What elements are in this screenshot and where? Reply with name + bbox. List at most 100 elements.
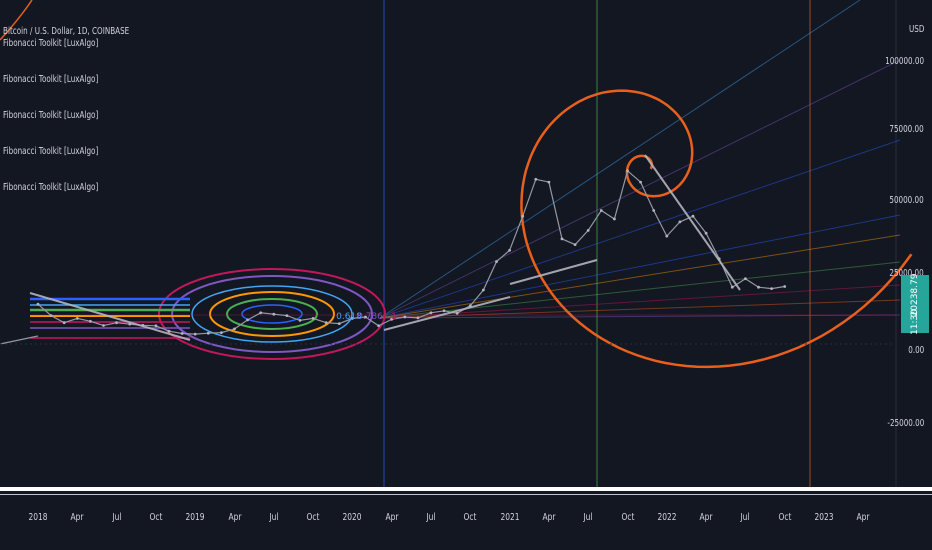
fib-circles: [158, 268, 386, 360]
price-point: [36, 302, 40, 306]
time-guides: [383, 0, 897, 487]
time-tick-label: 2019: [185, 512, 205, 523]
indicator-label[interactable]: Fibonacci Toolkit [LuxAlgo]: [3, 146, 99, 157]
fib-fan-line: [379, 214, 901, 319]
price-point: [364, 315, 367, 319]
time-tick-label: Oct: [306, 512, 320, 523]
price-point: [324, 321, 328, 325]
price-point: [704, 231, 708, 235]
time-tick-label: Oct: [778, 512, 792, 523]
time-tick-label: 2022: [657, 512, 677, 523]
fib-spiral-curve: [520, 89, 913, 369]
fib-level-label: 0.618: [336, 312, 362, 322]
time-tick-label: 2018: [28, 512, 48, 523]
fib-circle: [209, 291, 335, 337]
price-point: [599, 209, 603, 212]
time-tick-label: Apr: [542, 512, 556, 523]
price-point: [442, 309, 446, 313]
fib-circle: [171, 275, 373, 353]
time-tick-label: Apr: [856, 512, 870, 523]
price-point: [652, 209, 656, 212]
price-point: [783, 285, 787, 288]
price-point: [298, 319, 302, 322]
time-tick-label: Jul: [740, 512, 750, 523]
price-tick-label: -25000.00: [887, 418, 924, 429]
time-tick-label: Jul: [112, 512, 122, 523]
price-point: [272, 312, 276, 316]
fib-level-label: 1: [391, 312, 397, 322]
time-tick-label: Oct: [149, 512, 163, 523]
fib-circle: [191, 285, 353, 343]
price-tick-label: 25000.00: [889, 268, 924, 279]
price-point: [678, 220, 682, 224]
price-point: [220, 331, 223, 334]
price-point: [429, 311, 433, 315]
price-point: [730, 285, 734, 289]
price-point: [193, 332, 197, 336]
price-point: [534, 177, 538, 181]
time-tick-label: Apr: [385, 512, 399, 523]
fib-spiral-outer-arc: [0, 0, 33, 41]
price-point: [665, 234, 669, 238]
price-tick-label: 0.00: [907, 345, 924, 356]
time-tick-label: Apr: [699, 512, 713, 523]
time-tick-label: Oct: [463, 512, 477, 523]
price-point: [49, 314, 53, 317]
currency-label: USD: [908, 24, 924, 35]
price-point: [311, 317, 315, 320]
fib-circle: [241, 304, 303, 324]
fib-fan-line: [379, 59, 901, 319]
price-point: [285, 314, 289, 317]
indicator-label[interactable]: Fibonacci Toolkit [LuxAlgo]: [3, 110, 99, 121]
price-point: [586, 229, 590, 232]
price-point: [744, 277, 747, 281]
price-point: [390, 317, 394, 321]
chart-legend: Bitcoin / U.S. Dollar, 1D, COINBASE Fibo…: [3, 26, 129, 218]
time-tick-label: 2021: [500, 512, 520, 523]
time-tick-label: Jul: [426, 512, 436, 523]
fib-fan-line: [379, 314, 901, 319]
price-point: [495, 260, 498, 263]
price-point: [403, 315, 407, 319]
price-line: [37, 169, 785, 335]
price-point: [573, 243, 577, 247]
price-tick-label: 50000.00: [889, 195, 924, 206]
time-tick-label: Apr: [70, 512, 84, 523]
price-point: [102, 324, 105, 327]
fib-fan-lines: [379, 0, 901, 319]
price-point: [75, 317, 79, 320]
price-series: [0, 169, 895, 345]
time-tick-label: Jul: [269, 512, 279, 523]
fib-fan-line: [379, 234, 901, 319]
fib-circle: [158, 268, 386, 360]
price-point: [89, 319, 92, 323]
trend-line: [509, 259, 598, 285]
indicator-label[interactable]: Fibonacci Toolkit [LuxAlgo]: [3, 74, 99, 85]
price-point: [626, 169, 629, 173]
fib-fan-line: [379, 284, 901, 319]
trend-line: [29, 292, 191, 341]
time-tick-label: Oct: [621, 512, 634, 523]
symbol-title[interactable]: Bitcoin / U.S. Dollar, 1D, COINBASE: [3, 26, 130, 37]
indicator-label[interactable]: Fibonacci Toolkit [LuxAlgo]: [3, 38, 99, 49]
price-point: [233, 327, 236, 331]
price-point: [154, 324, 158, 328]
price-point: [377, 324, 380, 328]
price-point: [613, 217, 616, 221]
price-point: [259, 311, 263, 315]
price-tick-label: 100000.00: [885, 56, 924, 67]
time-tick-label: Apr: [228, 512, 241, 523]
price-point: [521, 214, 525, 218]
last-price-countdown: 11:30: [910, 309, 920, 335]
price-point: [62, 321, 66, 325]
price-point: [639, 180, 642, 184]
indicator-label[interactable]: Fibonacci Toolkit [LuxAlgo]: [3, 182, 99, 193]
fib-spiral: [0, 0, 913, 369]
time-tick-label: Jul: [583, 512, 593, 523]
time-tick-label: 2023: [814, 512, 834, 523]
price-point: [246, 318, 250, 322]
fib-fan-line: [379, 299, 901, 319]
